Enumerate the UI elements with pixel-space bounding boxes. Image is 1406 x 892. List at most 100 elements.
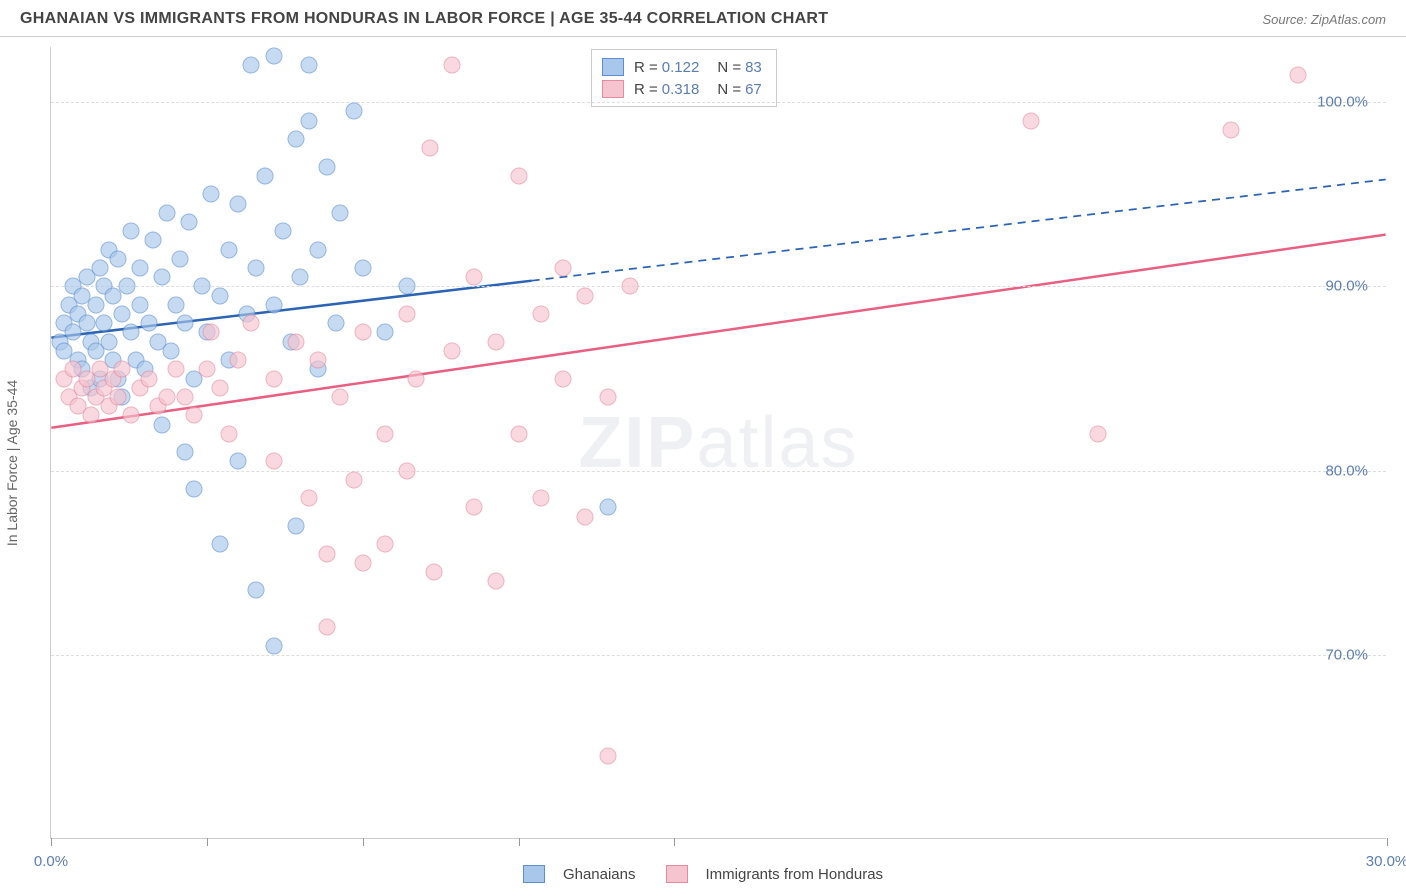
xtick [1387, 838, 1388, 846]
data-point [140, 370, 157, 387]
data-point [230, 195, 247, 212]
data-point [212, 536, 229, 553]
data-point [599, 748, 616, 765]
data-point [425, 563, 442, 580]
data-point [555, 260, 572, 277]
data-point [163, 342, 180, 359]
data-point [154, 269, 171, 286]
data-point [301, 490, 318, 507]
data-point [109, 388, 126, 405]
data-point [221, 425, 238, 442]
data-point [140, 315, 157, 332]
data-point [555, 370, 572, 387]
legend-series: Ghanaians Immigrants from Honduras [0, 865, 1406, 883]
data-point [247, 582, 264, 599]
data-point [194, 278, 211, 295]
legend-item-s1: Ghanaians [523, 865, 636, 883]
data-point [109, 250, 126, 267]
legend-swatch-s1 [602, 58, 624, 76]
data-point [488, 573, 505, 590]
data-point [100, 333, 117, 350]
plot-area: ZIPatlas R = 0.122 N = 83 R = 0.318 N = … [50, 47, 1386, 839]
data-point [332, 204, 349, 221]
trendlines-svg [51, 47, 1386, 838]
data-point [265, 48, 282, 65]
y-axis-label: In Labor Force | Age 35-44 [4, 380, 20, 546]
data-point [408, 370, 425, 387]
data-point [1223, 121, 1240, 138]
data-point [176, 444, 193, 461]
data-point [203, 186, 220, 203]
data-point [319, 158, 336, 175]
data-point [510, 167, 527, 184]
data-point [87, 296, 104, 313]
legend-row-s1: R = 0.122 N = 83 [602, 56, 762, 78]
data-point [328, 315, 345, 332]
data-point [310, 352, 327, 369]
chart-title: GHANAIAN VS IMMIGRANTS FROM HONDURAS IN … [20, 10, 828, 28]
data-point [354, 554, 371, 571]
data-point [399, 306, 416, 323]
data-point [243, 315, 260, 332]
ytick-label: 90.0% [1325, 278, 1368, 295]
data-point [243, 57, 260, 74]
data-point [123, 324, 140, 341]
data-point [577, 287, 594, 304]
data-point [265, 370, 282, 387]
data-point [599, 388, 616, 405]
xtick [51, 838, 52, 846]
legend-swatch-s2 [602, 80, 624, 98]
data-point [145, 232, 162, 249]
data-point [265, 637, 282, 654]
data-point [83, 407, 100, 424]
legend-item-s2: Immigrants from Honduras [666, 865, 884, 883]
ytick-label: 100.0% [1317, 94, 1368, 111]
data-point [577, 508, 594, 525]
data-point [292, 269, 309, 286]
data-point [466, 499, 483, 516]
data-point [310, 241, 327, 258]
legend-label-s1: Ghanaians [563, 866, 636, 883]
data-point [287, 333, 304, 350]
data-point [158, 388, 175, 405]
data-point [510, 425, 527, 442]
data-point [198, 361, 215, 378]
data-point [154, 416, 171, 433]
data-point [230, 352, 247, 369]
chart-container: In Labor Force | Age 35-44 ZIPatlas R = … [0, 37, 1406, 889]
data-point [354, 324, 371, 341]
data-point [230, 453, 247, 470]
data-point [599, 499, 616, 516]
gridline-h [51, 471, 1386, 472]
data-point [1289, 66, 1306, 83]
data-point [118, 278, 135, 295]
legend-row-s2: R = 0.318 N = 67 [602, 78, 762, 100]
data-point [203, 324, 220, 341]
data-point [265, 296, 282, 313]
legend-swatch-s1-bottom [523, 865, 545, 883]
legend-label-s2: Immigrants from Honduras [706, 866, 884, 883]
data-point [185, 407, 202, 424]
data-point [443, 57, 460, 74]
data-point [532, 306, 549, 323]
data-point [287, 131, 304, 148]
chart-source: Source: ZipAtlas.com [1262, 12, 1386, 27]
data-point [123, 223, 140, 240]
data-point [172, 250, 189, 267]
data-point [377, 425, 394, 442]
data-point [132, 260, 149, 277]
data-point [78, 315, 95, 332]
data-point [123, 407, 140, 424]
data-point [274, 223, 291, 240]
ytick-label: 80.0% [1325, 462, 1368, 479]
data-point [532, 490, 549, 507]
legend-swatch-s2-bottom [666, 865, 688, 883]
legend-correlation: R = 0.122 N = 83 R = 0.318 N = 67 [591, 49, 777, 107]
data-point [332, 388, 349, 405]
data-point [421, 140, 438, 157]
data-point [1022, 112, 1039, 129]
trendline-dashed [532, 179, 1386, 280]
xtick [363, 838, 364, 846]
data-point [443, 342, 460, 359]
data-point [466, 269, 483, 286]
